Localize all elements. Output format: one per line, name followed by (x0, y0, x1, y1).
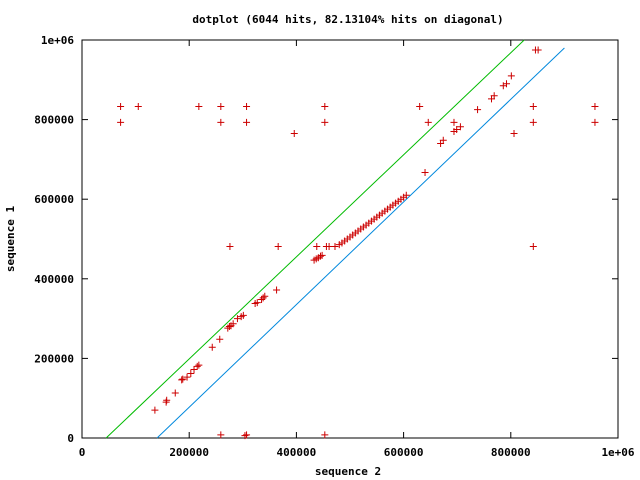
hit-point (239, 311, 247, 319)
plot-area-frame (81, 39, 619, 439)
hit-point (151, 406, 159, 414)
x-tick-label: 800000 (491, 446, 531, 459)
hit-point (274, 243, 282, 251)
hit-point (243, 118, 251, 126)
hit-point (450, 118, 458, 126)
hit-point (507, 72, 515, 80)
x-tick-label: 200000 (169, 446, 209, 459)
hit-point (416, 102, 424, 110)
lower-diagonal-line (156, 47, 565, 439)
x-tick-label: 1e+06 (601, 446, 634, 459)
hit-point (317, 252, 325, 260)
hit-point (171, 389, 179, 397)
hit-point (402, 191, 410, 199)
x-tick-label: 600000 (384, 446, 424, 459)
hit-point (187, 370, 195, 378)
y-tick-label: 400000 (34, 273, 74, 286)
hit-point (325, 243, 333, 251)
hit-point (229, 320, 237, 328)
y-tick-label: 1e+06 (41, 34, 74, 47)
hit-point (217, 102, 225, 110)
hit-point (474, 106, 482, 114)
hit-point (591, 102, 599, 110)
hit-point (261, 292, 269, 300)
hit-point (258, 295, 266, 303)
hit-point (529, 102, 537, 110)
axis-ticks (81, 39, 619, 439)
hit-point (529, 118, 537, 126)
hit-point (195, 361, 203, 369)
hit-point (529, 243, 537, 251)
hit-point (331, 243, 339, 251)
hit-point (259, 294, 267, 302)
x-tick-label: 400000 (277, 446, 317, 459)
hit-point (503, 80, 511, 88)
hit-point (241, 432, 249, 440)
x-axis-label: sequence 2 (315, 465, 381, 478)
hit-point (134, 102, 142, 110)
hit-point (421, 169, 429, 177)
hit-point (290, 130, 298, 138)
hit-point (179, 375, 187, 383)
hit-point (225, 323, 233, 331)
hit-point (424, 118, 432, 126)
hit-point (591, 118, 599, 126)
hit-point (321, 118, 329, 126)
hit-point (321, 431, 329, 439)
hit-point (243, 102, 251, 110)
chart-title: dotplot (6044 hits, 82.13104% hits on di… (192, 13, 503, 26)
hit-point (217, 118, 225, 126)
hit-point (117, 102, 125, 110)
hit-point (178, 376, 186, 384)
hit-point (453, 126, 461, 134)
hit-point (233, 315, 241, 323)
y-tick-label: 800000 (34, 114, 74, 127)
hit-point (195, 102, 203, 110)
hit-point (439, 136, 447, 144)
hit-point (117, 118, 125, 126)
diagonal-reference-lines (105, 39, 565, 439)
y-axis-label: sequence 1 (4, 206, 17, 273)
hit-point (273, 286, 281, 294)
y-tick-label: 200000 (34, 352, 74, 365)
hit-point (490, 92, 498, 100)
hit-point (190, 366, 198, 374)
hit-point (313, 243, 321, 251)
upper-diagonal-line (105, 39, 525, 439)
hit-point (216, 335, 224, 343)
y-axis-tick-labels: 0 200000 400000 600000 800000 1e+06 (34, 34, 74, 445)
hit-point (193, 362, 201, 370)
hit-point (253, 299, 261, 307)
hit-point (318, 251, 326, 259)
y-tick-label: 0 (67, 432, 74, 445)
hit-point (226, 243, 234, 251)
x-axis-tick-labels: 0 200000 400000 600000 800000 1e+06 (79, 446, 635, 459)
hit-point (534, 46, 542, 54)
hit-point (456, 123, 464, 131)
hit-point (243, 431, 251, 439)
hit-point (163, 396, 171, 404)
x-tick-label: 0 (79, 446, 86, 459)
hit-point (510, 130, 518, 138)
hit-point (217, 431, 225, 439)
y-tick-label: 600000 (34, 193, 74, 206)
hit-point (208, 343, 216, 351)
hit-point (183, 373, 191, 381)
hit-points (117, 46, 599, 440)
hit-point (321, 102, 329, 110)
